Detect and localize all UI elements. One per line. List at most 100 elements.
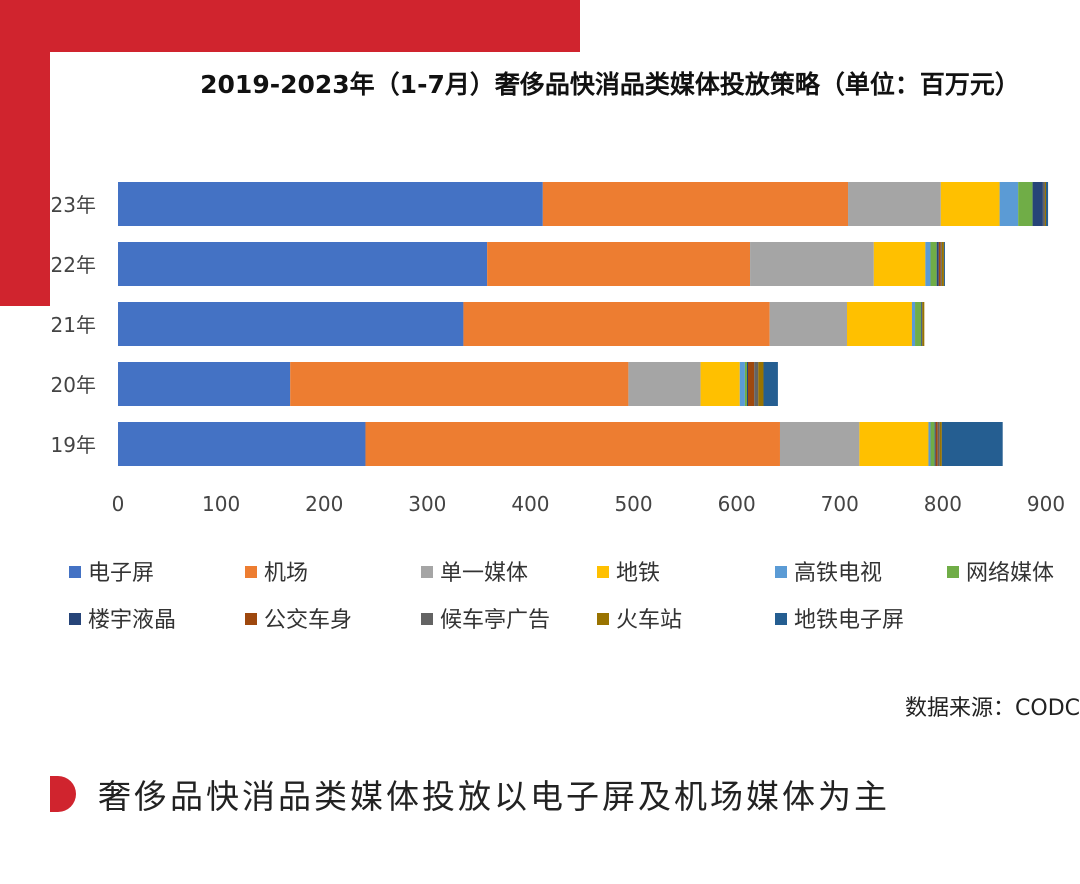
bar-1-10	[943, 242, 945, 286]
category-label-1: 22年	[51, 253, 96, 277]
bar-1-3	[873, 242, 926, 286]
x-tick-label-0: 0	[112, 492, 125, 516]
bar-2-4	[911, 302, 916, 346]
bar-2-9	[922, 302, 925, 346]
category-label-3: 20年	[51, 373, 96, 397]
bar-1-6	[936, 242, 939, 286]
legend-label-1: 机场	[264, 561, 308, 586]
bar-0-9	[1044, 182, 1046, 226]
bar-3-6	[746, 362, 749, 406]
x-tick-label-5: 500	[614, 492, 652, 516]
legend-label-8: 候车亭广告	[440, 608, 550, 633]
legend-swatch-1	[245, 566, 257, 578]
bar-0-1	[542, 182, 849, 226]
bars-group	[118, 182, 1049, 466]
bar-3-7	[748, 362, 755, 406]
x-tick-label-3: 300	[408, 492, 446, 516]
legend-swatch-6	[69, 613, 81, 625]
bar-4-3	[859, 422, 929, 466]
bar-2-3	[846, 302, 912, 346]
source-note: 数据来源：CODC	[905, 696, 1080, 721]
legend-label-5: 网络媒体	[966, 561, 1054, 586]
bar-1-4	[925, 242, 931, 286]
caption-text: 奢侈品快消品类媒体投放以电子屏及机场媒体为主	[98, 777, 890, 816]
bar-2-1	[463, 302, 770, 346]
x-tick-label-6: 600	[718, 492, 756, 516]
legend-swatch-0	[69, 566, 81, 578]
bar-3-2	[628, 362, 701, 406]
bar-1-8	[940, 242, 942, 286]
bar-4-9	[939, 422, 942, 466]
x-tick-label-4: 400	[511, 492, 549, 516]
bar-4-8	[937, 422, 940, 466]
bar-4-4	[928, 422, 931, 466]
x-tick-label-2: 200	[305, 492, 343, 516]
legend-swatch-2	[421, 566, 433, 578]
bar-0-10	[1046, 182, 1049, 226]
bar-0-6	[1032, 182, 1043, 226]
bar-3-4	[739, 362, 745, 406]
legend-label-4: 高铁电视	[794, 561, 882, 586]
x-axis-ticks: 0 100 200 300 400 500 600 700 800 900	[112, 492, 1065, 516]
legend-swatch-4	[775, 566, 787, 578]
bar-4-5	[930, 422, 935, 466]
bar-1-5	[930, 242, 937, 286]
bar-2-2	[769, 302, 847, 346]
bar-3-5	[744, 362, 747, 406]
bar-0-3	[940, 182, 1000, 226]
bar-4-10	[941, 422, 1003, 466]
bar-1-0	[118, 242, 488, 286]
bar-3-8	[754, 362, 759, 406]
bar-3-3	[700, 362, 740, 406]
x-tick-label-7: 700	[821, 492, 859, 516]
bar-4-7	[935, 422, 938, 466]
legend-swatch-10	[775, 613, 787, 625]
bar-2-5	[915, 302, 922, 346]
bar-0-4	[999, 182, 1019, 226]
legend-swatch-5	[947, 566, 959, 578]
bar-4-0	[118, 422, 366, 466]
legend-swatch-3	[597, 566, 609, 578]
bar-0-0	[118, 182, 543, 226]
legend-label-3: 地铁	[616, 561, 660, 586]
bar-4-2	[779, 422, 860, 466]
caption: 奢侈品快消品类媒体投放以电子屏及机场媒体为主	[50, 770, 890, 818]
bar-3-0	[118, 362, 291, 406]
bar-3-10	[763, 362, 778, 406]
red-corner-bar-left	[0, 0, 50, 306]
legend-label-7: 公交车身	[264, 608, 352, 633]
bar-1-7	[938, 242, 941, 286]
bar-0-5	[1018, 182, 1033, 226]
legend-label-10: 地铁电子屏	[794, 608, 904, 633]
category-label-0: 23年	[51, 193, 96, 217]
legend-label-9: 火车站	[616, 608, 682, 633]
bar-1-1	[487, 242, 751, 286]
chart-card: 2019-2023年（1-7月）奢侈品快消品类媒体投放策略（单位：百万元） 23…	[50, 52, 1080, 732]
legend-swatch-8	[421, 613, 433, 625]
bar-2-6	[921, 302, 923, 346]
x-tick-label-8: 800	[924, 492, 962, 516]
chart-title: 2019-2023年（1-7月）奢侈品快消品类媒体投放策略（单位：百万元）	[200, 70, 1020, 99]
bar-1-2	[750, 242, 874, 286]
legend-swatch-9	[597, 613, 609, 625]
bar-3-1	[290, 362, 629, 406]
category-labels: 23年 22年 21年 20年 19年	[51, 193, 96, 457]
bar-4-6	[934, 422, 936, 466]
category-label-4: 19年	[51, 433, 96, 457]
bar-0-2	[848, 182, 941, 226]
x-tick-label-1: 100	[202, 492, 240, 516]
bar-2-0	[118, 302, 464, 346]
legend-label-2: 单一媒体	[440, 561, 528, 586]
legend-label-0: 电子屏	[88, 561, 154, 586]
x-tick-label-9: 900	[1027, 492, 1065, 516]
legend-label-6: 楼宇液晶	[88, 608, 176, 633]
bar-0-8	[1042, 182, 1045, 226]
bar-3-9	[758, 362, 764, 406]
bar-1-9	[941, 242, 944, 286]
red-corner-bar-top	[0, 0, 580, 52]
legend-swatch-7	[245, 613, 257, 625]
chart-svg: 2019-2023年（1-7月）奢侈品快消品类媒体投放策略（单位：百万元） 23…	[51, 70, 1080, 721]
bar-4-1	[365, 422, 780, 466]
category-label-2: 21年	[51, 313, 96, 337]
